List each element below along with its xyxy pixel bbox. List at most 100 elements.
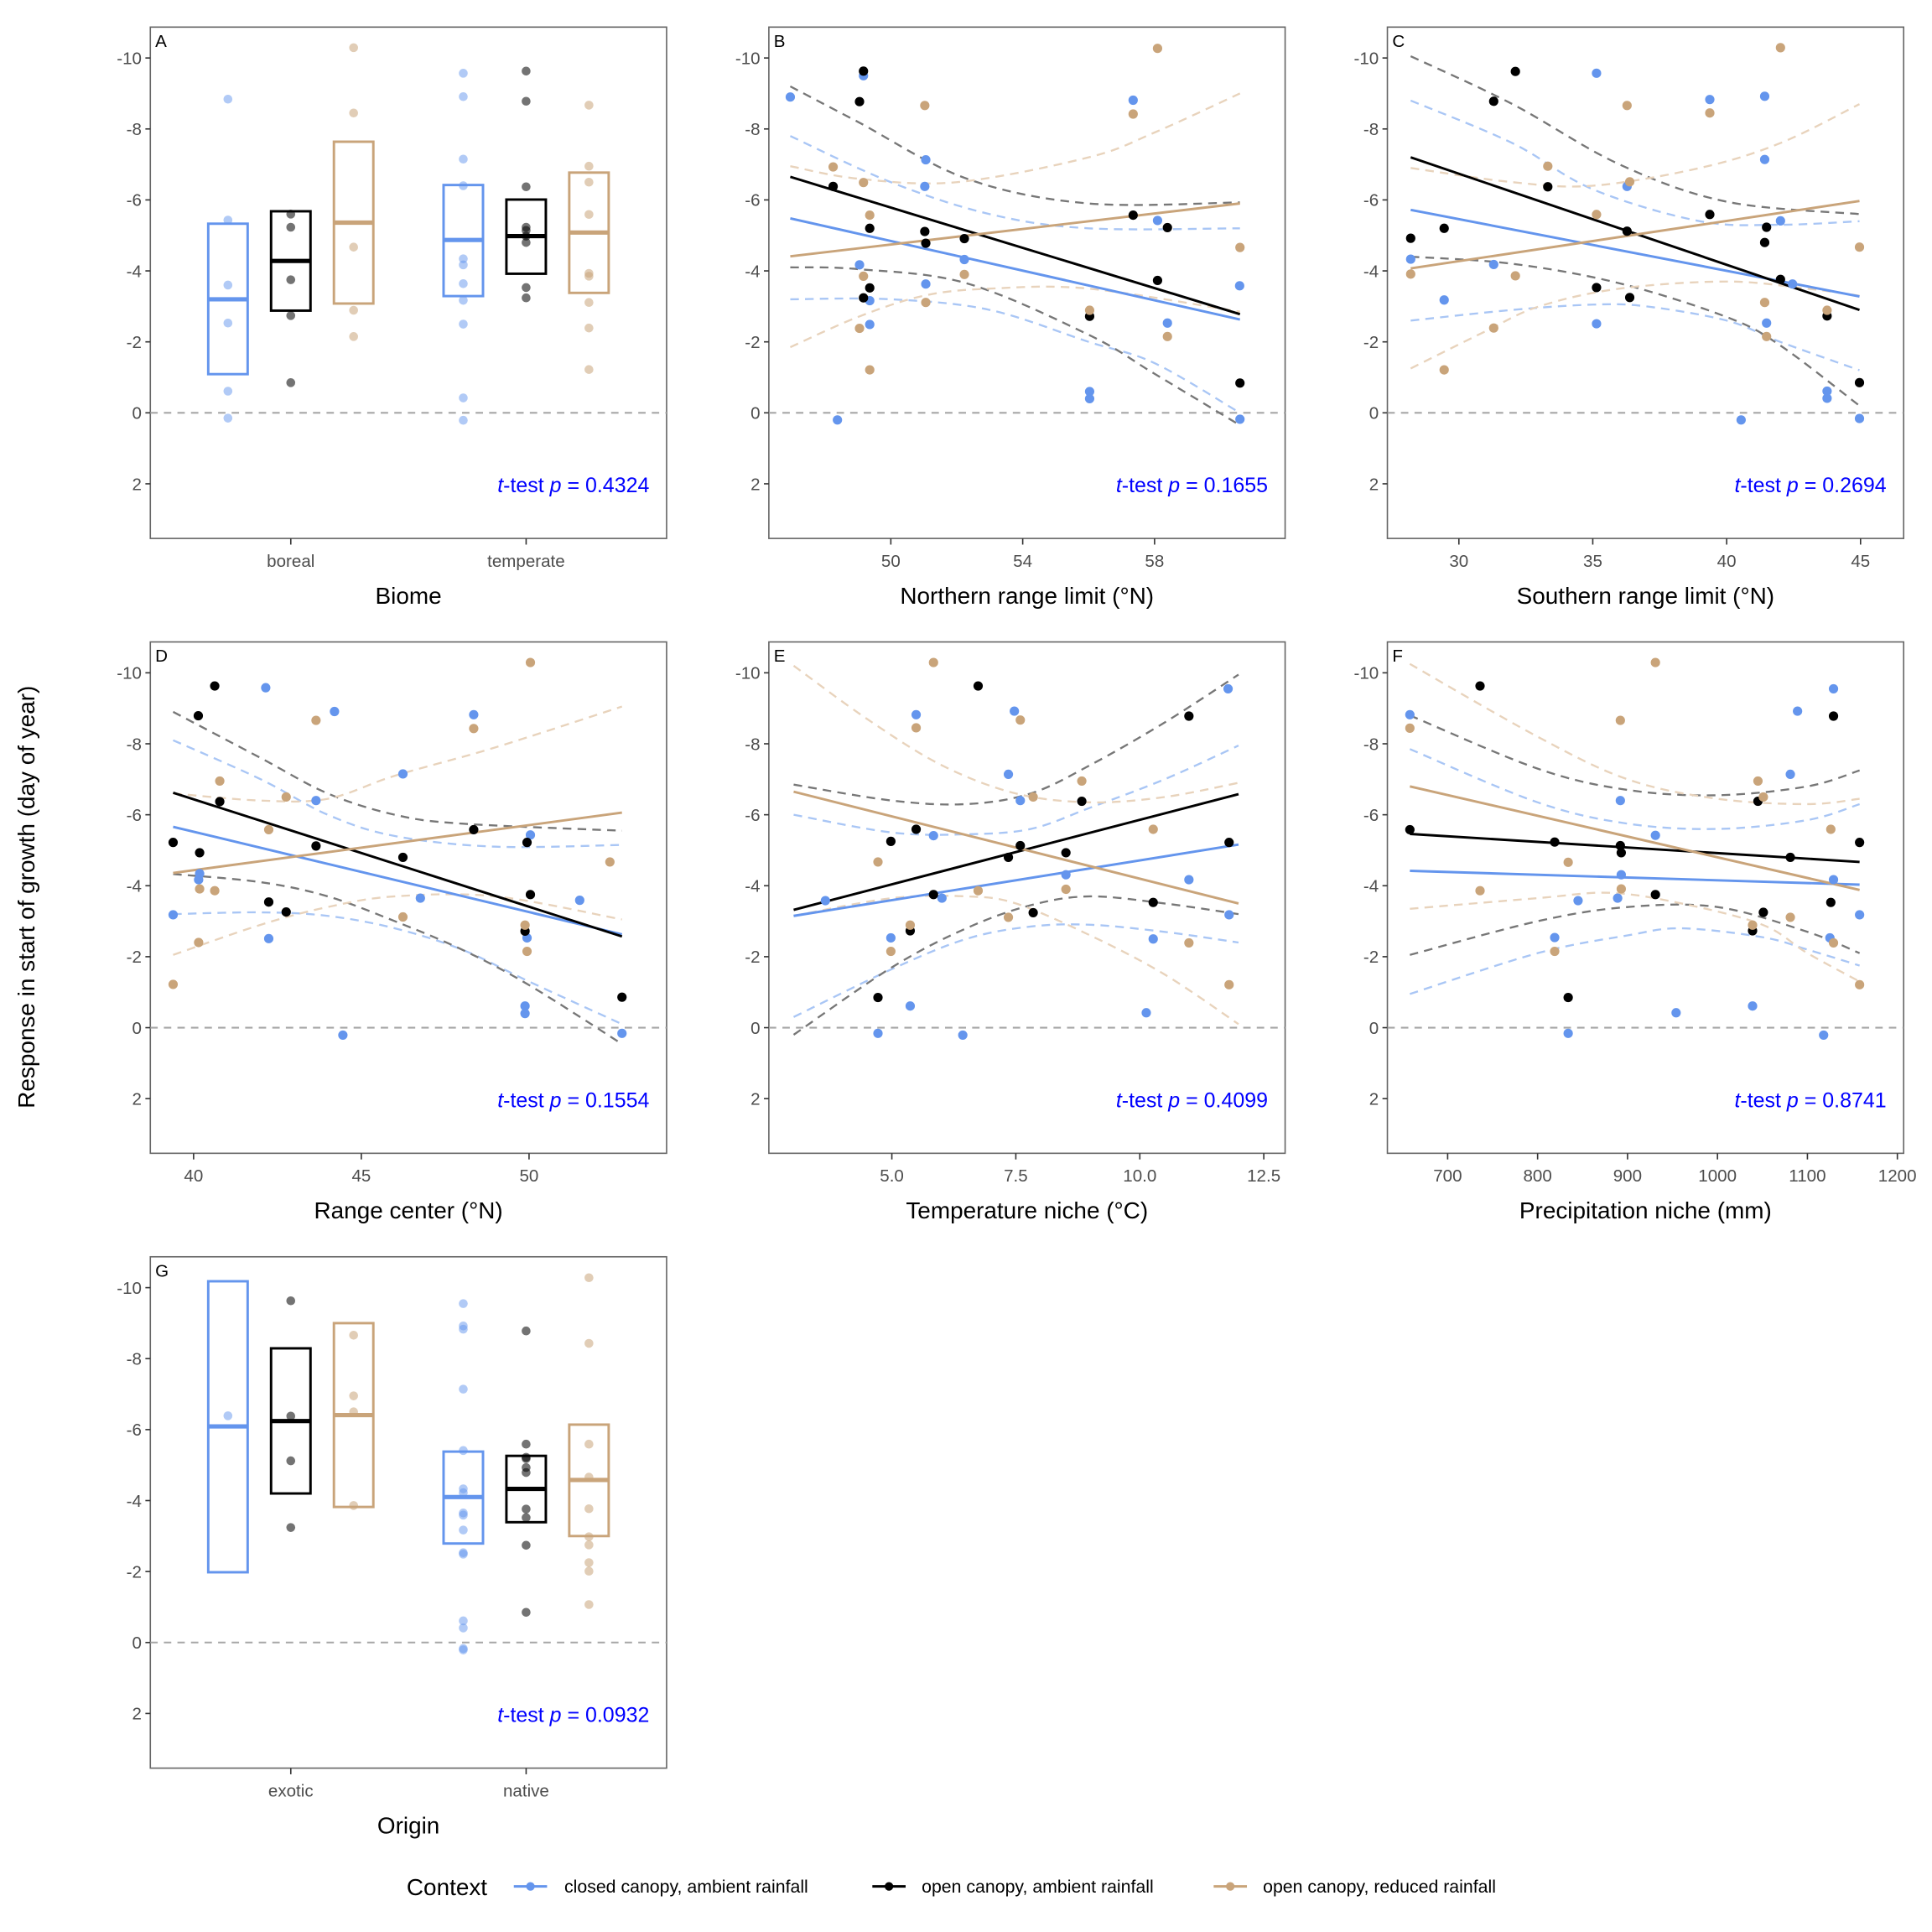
data-point-closed bbox=[1488, 259, 1498, 270]
data-point-reduced bbox=[215, 776, 225, 787]
panel-label: G bbox=[155, 1261, 169, 1280]
data-point-reduced bbox=[397, 911, 408, 922]
x-tick-label: exotic bbox=[268, 1781, 314, 1800]
data-point-open bbox=[1439, 223, 1449, 233]
data-point-reduced bbox=[584, 101, 594, 110]
data-point-reduced bbox=[1785, 912, 1795, 922]
data-point-reduced bbox=[1224, 979, 1234, 989]
data-point-open bbox=[1475, 681, 1485, 691]
data-point-reduced bbox=[1061, 884, 1071, 895]
data-point-reduced bbox=[1405, 269, 1415, 279]
data-point-open bbox=[911, 824, 922, 834]
data-point-open bbox=[1162, 222, 1172, 233]
data-point-closed bbox=[958, 1030, 968, 1041]
ci-upper-reduced bbox=[1410, 103, 1861, 188]
data-point-reduced bbox=[1077, 776, 1087, 787]
data-point-reduced bbox=[584, 1439, 594, 1449]
data-point-closed bbox=[261, 683, 271, 693]
data-point-open bbox=[168, 838, 179, 848]
data-point-open bbox=[920, 226, 930, 236]
y-tick-label: 2 bbox=[132, 475, 142, 494]
data-point-open bbox=[1184, 711, 1194, 721]
data-point-closed bbox=[459, 393, 468, 402]
x-tick-label: 800 bbox=[1523, 1166, 1551, 1186]
y-tick-label: -6 bbox=[745, 191, 760, 210]
data-point-closed bbox=[959, 254, 969, 265]
x-tick-label: 40 bbox=[184, 1166, 203, 1186]
data-point-reduced bbox=[928, 657, 938, 667]
y-tick-label: 0 bbox=[750, 1019, 760, 1038]
data-point-closed bbox=[1671, 1008, 1681, 1018]
y-tick-label: -8 bbox=[127, 120, 142, 139]
data-point-open bbox=[522, 96, 531, 106]
data-point-reduced bbox=[1705, 108, 1715, 118]
data-point-reduced bbox=[349, 332, 359, 341]
y-tick-label: 0 bbox=[132, 404, 142, 423]
data-point-open bbox=[1235, 378, 1245, 388]
data-point-open bbox=[921, 238, 931, 248]
data-point-closed bbox=[865, 319, 875, 330]
data-point-open bbox=[617, 992, 627, 1002]
data-point-closed bbox=[1162, 318, 1172, 328]
panel-frame bbox=[149, 26, 667, 539]
data-point-open bbox=[522, 1467, 531, 1478]
data-point-closed bbox=[330, 706, 340, 717]
ci-lower-reduced bbox=[789, 285, 1240, 349]
data-point-open bbox=[1826, 897, 1836, 907]
legend-label: closed canopy, ambient rainfall bbox=[564, 1877, 808, 1897]
data-point-reduced bbox=[959, 269, 969, 279]
data-point-reduced bbox=[584, 1558, 594, 1567]
y-tick-label: -8 bbox=[1363, 120, 1379, 139]
data-point-reduced bbox=[1826, 824, 1836, 834]
data-point-closed bbox=[194, 875, 204, 885]
y-tick-label: -10 bbox=[735, 664, 761, 683]
x-tick-label: 54 bbox=[1013, 552, 1032, 571]
x-tick-label: 10.0 bbox=[1123, 1166, 1156, 1186]
ci-lower-closed bbox=[1409, 927, 1860, 995]
data-point-closed bbox=[1405, 254, 1415, 264]
data-point-reduced bbox=[195, 884, 205, 894]
data-point-reduced bbox=[1003, 912, 1014, 922]
data-point-closed bbox=[459, 1525, 468, 1535]
data-point-reduced bbox=[168, 979, 179, 989]
data-point-reduced bbox=[854, 324, 865, 334]
data-point-reduced bbox=[522, 946, 532, 957]
fit-line-reduced bbox=[1410, 200, 1860, 270]
x-tick-label: 50 bbox=[519, 1166, 538, 1186]
legend-key-dot bbox=[526, 1882, 535, 1891]
y-tick-label: 0 bbox=[750, 404, 760, 423]
data-point-closed bbox=[1563, 1028, 1573, 1038]
x-tick-label: 900 bbox=[1613, 1166, 1642, 1186]
x-tick-label: 45 bbox=[351, 1166, 371, 1186]
data-point-open bbox=[286, 275, 296, 284]
data-point-closed bbox=[886, 932, 896, 943]
data-point-open bbox=[522, 1326, 531, 1336]
data-point-closed bbox=[1788, 279, 1798, 289]
data-point-reduced bbox=[584, 1504, 594, 1514]
panel-label: D bbox=[155, 647, 168, 666]
data-point-reduced bbox=[828, 162, 839, 172]
data-point-reduced bbox=[865, 365, 875, 375]
data-point-closed bbox=[459, 1510, 468, 1520]
x-tick-label: 50 bbox=[881, 552, 901, 571]
x-axis-title: Origin bbox=[377, 1812, 439, 1838]
fit-line-reduced bbox=[173, 811, 622, 875]
data-point-open bbox=[311, 841, 321, 851]
data-point-reduced bbox=[1128, 109, 1138, 119]
data-point-reduced bbox=[1758, 792, 1768, 802]
data-point-reduced bbox=[921, 298, 931, 308]
data-point-reduced bbox=[1748, 920, 1758, 930]
data-point-closed bbox=[459, 278, 468, 288]
data-point-closed bbox=[459, 181, 468, 190]
data-point-open bbox=[522, 1607, 531, 1618]
data-point-closed bbox=[223, 94, 233, 104]
data-point-open bbox=[522, 66, 531, 76]
data-point-reduced bbox=[584, 272, 594, 281]
data-point-closed bbox=[459, 1488, 468, 1498]
data-point-closed bbox=[1650, 830, 1660, 840]
data-point-closed bbox=[1828, 683, 1839, 693]
legend-key-dot bbox=[885, 1882, 894, 1891]
ci-upper-closed bbox=[1410, 99, 1860, 226]
data-point-open bbox=[286, 1296, 296, 1306]
